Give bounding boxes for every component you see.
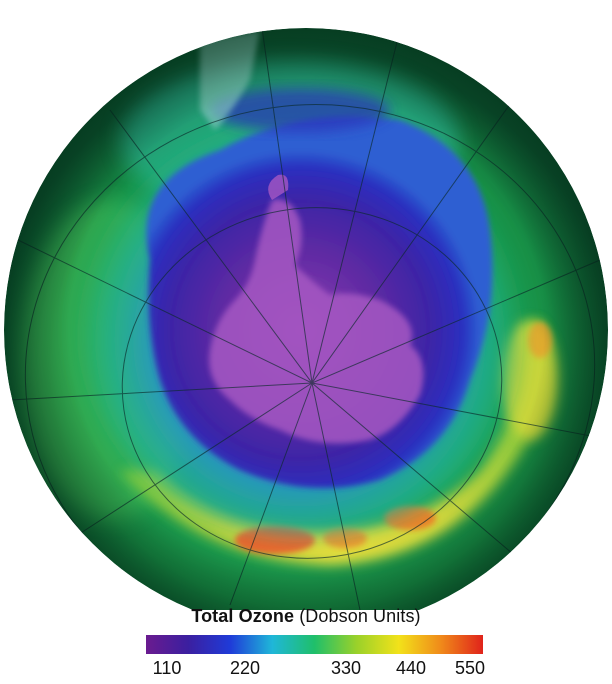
colorbar (146, 635, 483, 654)
legend-title-unit: (Dobson Units) (299, 606, 421, 626)
tick-label: 440 (395, 658, 427, 678)
tick-label: 330 (330, 658, 362, 678)
tick-label: 550 (454, 658, 486, 678)
tick-label: 110 (152, 658, 182, 678)
color-legend: Total Ozone (Dobson Units) 110 220 330 4… (0, 604, 612, 684)
legend-title: Total Ozone (Dobson Units) (0, 606, 612, 627)
legend-title-main: Total Ozone (191, 606, 295, 626)
tick-label: 220 (229, 658, 261, 678)
globe-edge-shade (4, 28, 608, 610)
colorbar-ticks: 110 220 330 440 550 (0, 658, 612, 682)
colorbar-fill (146, 635, 483, 654)
ozone-globe-map (4, 28, 608, 610)
